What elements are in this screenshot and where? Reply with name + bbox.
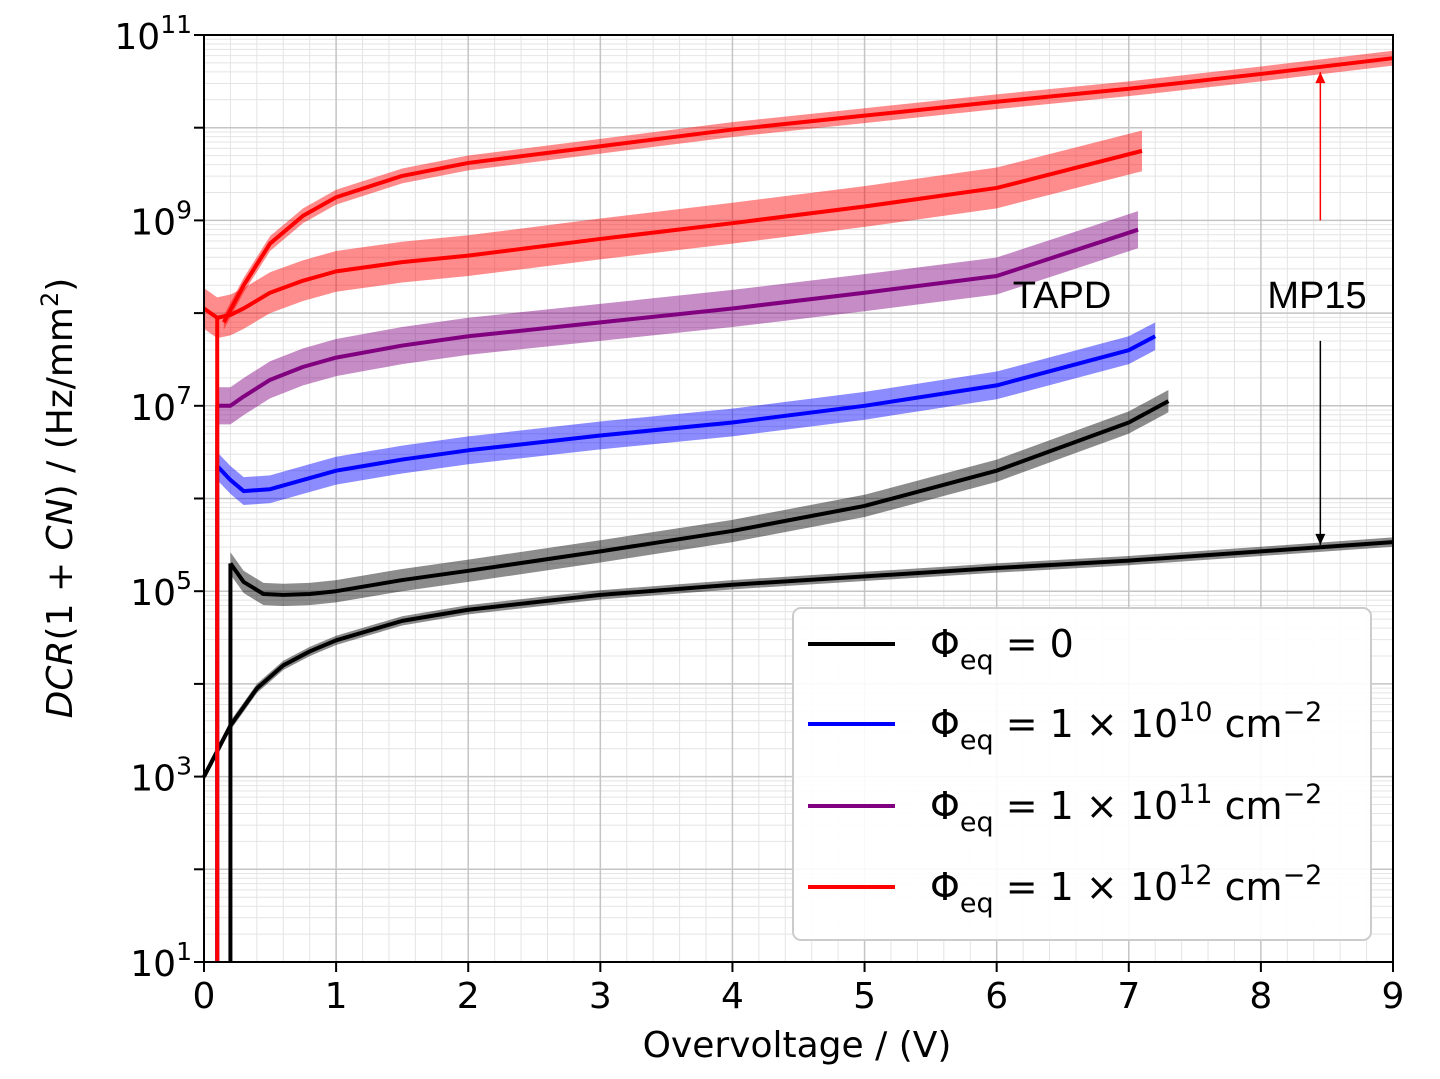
y-tick-labels: 101 103 105 107 109 1011 xyxy=(114,10,192,985)
annotation-arrows xyxy=(1315,72,1326,545)
annotation-tapd: TAPD xyxy=(1013,275,1112,317)
x-tick-label: 9 xyxy=(1382,976,1405,1017)
series-line xyxy=(202,148,1143,320)
x-tick-labels: 0 1 2 3 4 5 6 7 8 9 xyxy=(193,976,1405,1017)
x-tick-label: 3 xyxy=(589,976,612,1017)
y-tick-label: 101 xyxy=(130,937,192,985)
x-tick-label: 8 xyxy=(1249,976,1272,1017)
x-axis-label: Overvoltage / (V) xyxy=(643,1025,952,1066)
annotation-mp15: MP15 xyxy=(1267,275,1366,317)
x-tick-label: 5 xyxy=(853,976,876,1017)
y-tick-label: 1011 xyxy=(114,10,192,58)
uncertainty-band xyxy=(223,50,1394,330)
series-line xyxy=(202,540,1394,778)
uncertainty-band xyxy=(230,390,1169,607)
uncertainty-bands xyxy=(204,50,1394,782)
series-line xyxy=(215,334,1157,494)
uncertainty-band xyxy=(204,130,1142,339)
legend-label: Φeq = 1 × 1010 cm−2 xyxy=(930,697,1322,756)
arrow-head xyxy=(1315,533,1326,545)
x-tick-label: 1 xyxy=(325,976,348,1017)
x-tick-label: 7 xyxy=(1117,976,1140,1017)
legend-label: Φeq = 1 × 1011 cm−2 xyxy=(930,779,1322,838)
legend: Φeq = 0 Φeq = 1 × 1010 cm−2 Φeq = 1 × 1011… xyxy=(792,607,1372,941)
series-line xyxy=(222,56,1394,324)
uncertainty-band xyxy=(217,322,1156,505)
y-axis-label: DCR(1 + CN) / (Hz/mm2) xyxy=(36,278,81,719)
series-line xyxy=(217,227,1139,408)
y-tick-label: 109 xyxy=(130,195,192,243)
legend-label: Φeq = 1 × 1012 cm−2 xyxy=(930,860,1322,919)
arrow-head xyxy=(1315,72,1326,84)
x-tick-label: 0 xyxy=(193,976,216,1017)
x-tick-label: 6 xyxy=(985,976,1008,1017)
axis-ticks xyxy=(194,34,1394,972)
x-tick-label: 4 xyxy=(721,976,744,1017)
y-tick-label: 103 xyxy=(130,752,192,800)
y-tick-label: 105 xyxy=(130,566,192,614)
x-tick-label: 2 xyxy=(457,976,480,1017)
uncertainty-band xyxy=(217,211,1139,425)
legend-box xyxy=(792,607,1372,941)
y-tick-label: 107 xyxy=(130,381,192,429)
series-lines xyxy=(202,56,1394,962)
series-line xyxy=(228,399,1170,597)
legend-label: Φeq = 0 xyxy=(930,622,1074,676)
